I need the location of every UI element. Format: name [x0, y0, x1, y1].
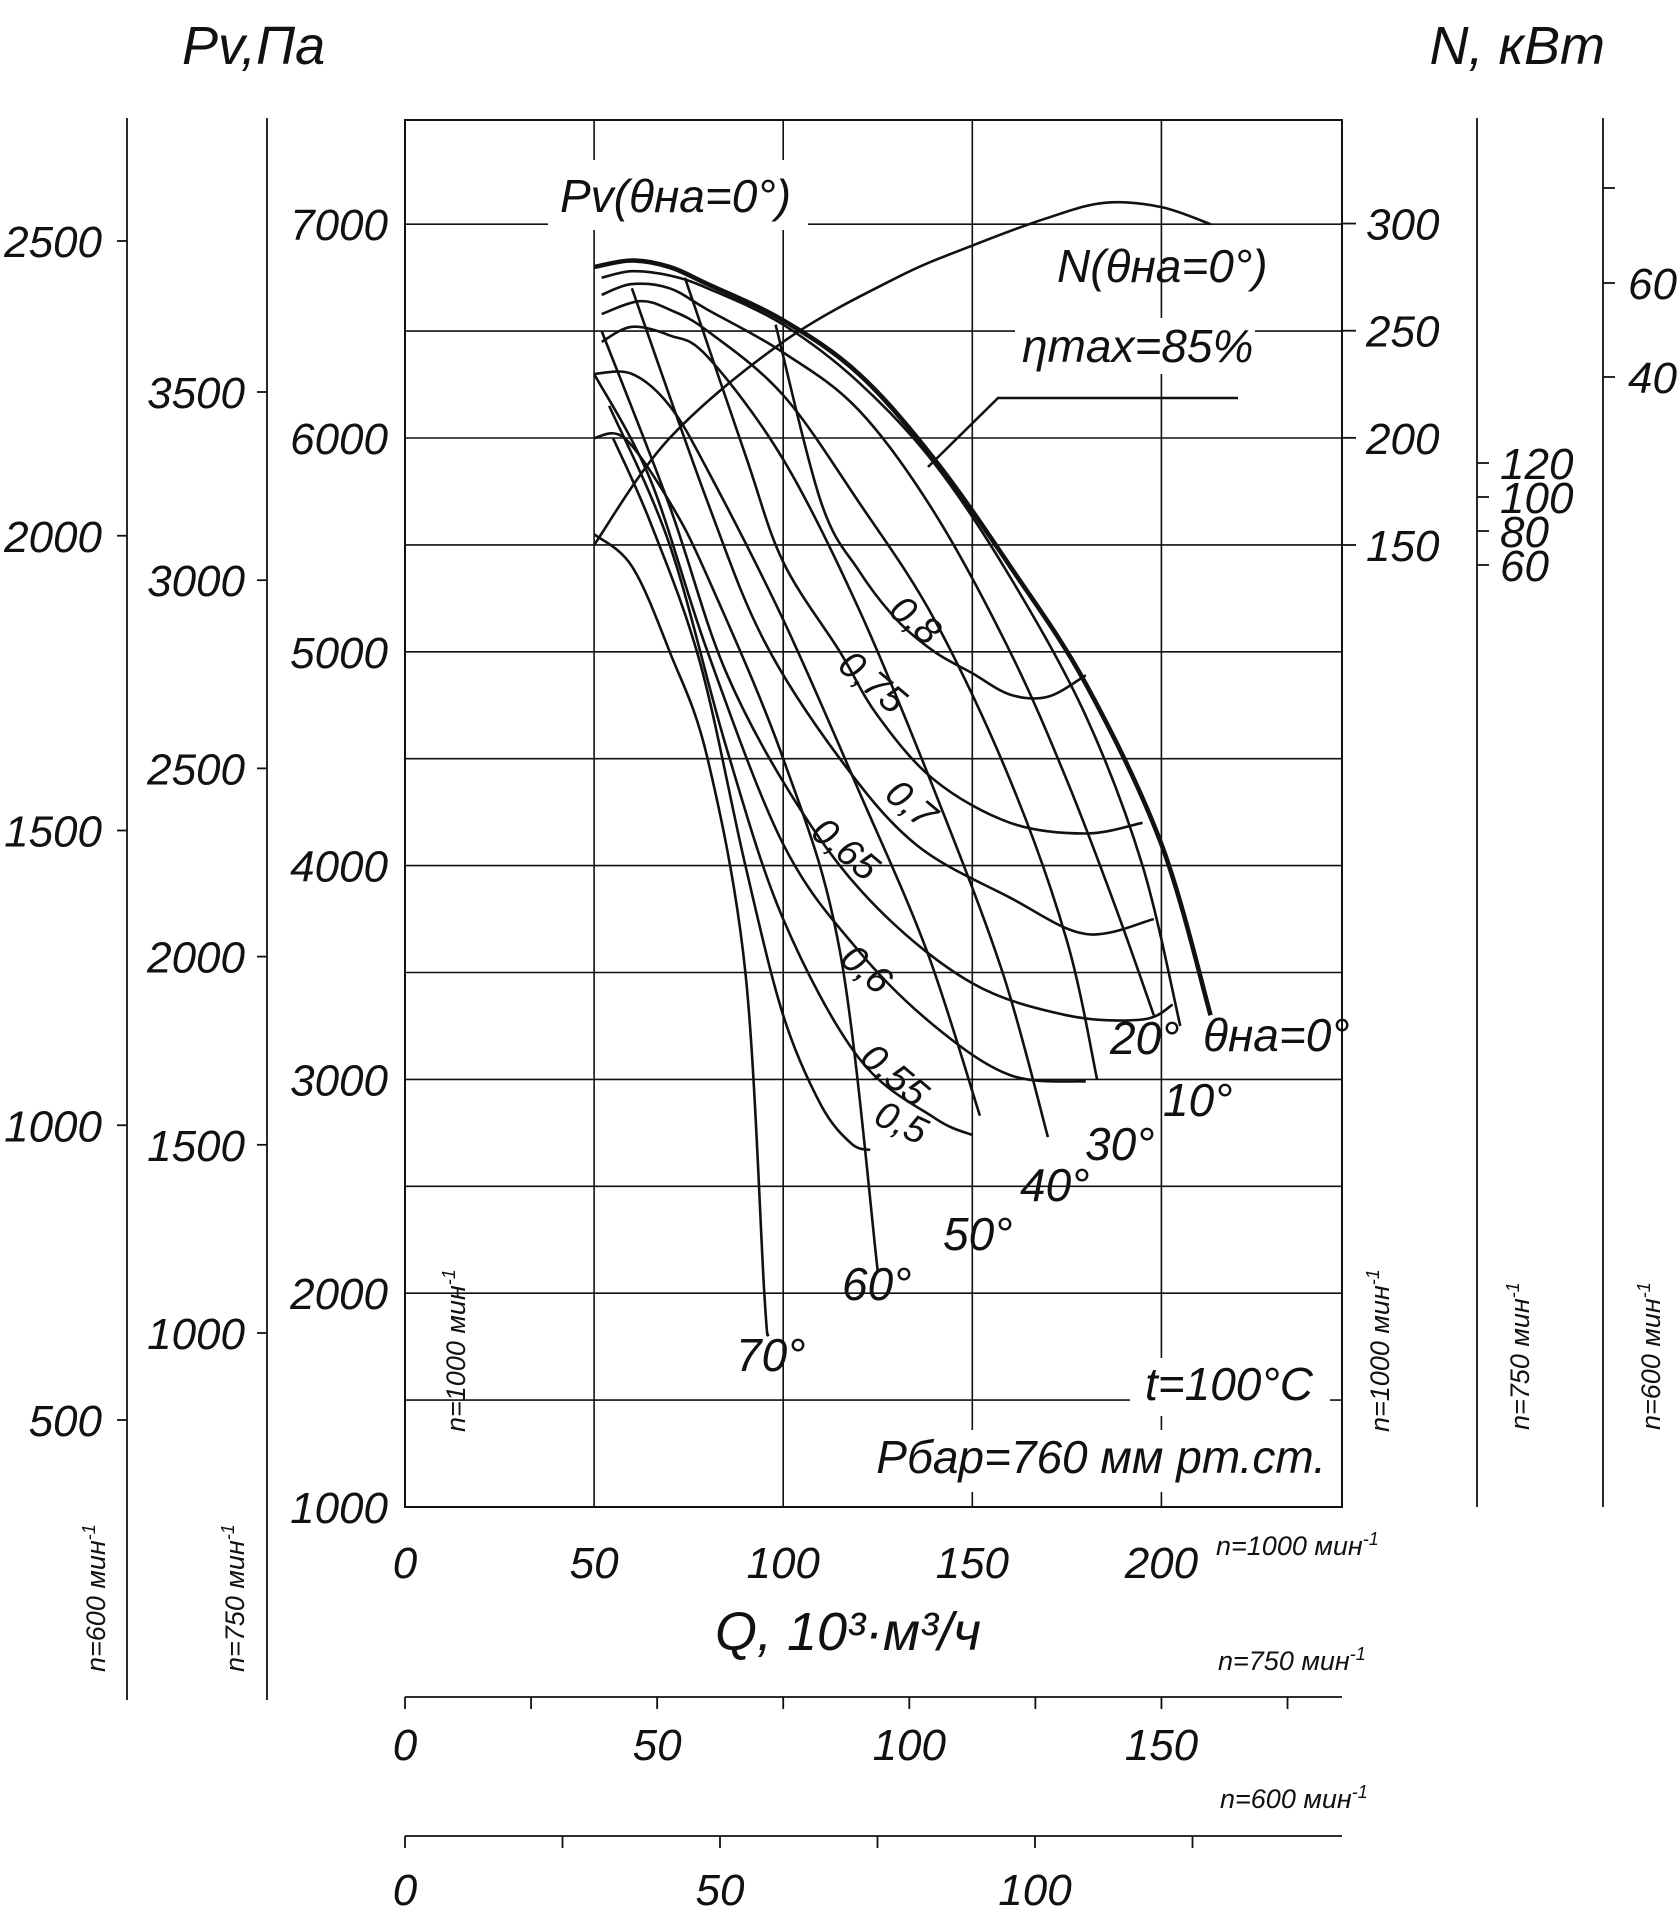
angle-label: 50°: [943, 1208, 1013, 1260]
temp-label-bg: [1130, 1358, 1330, 1416]
angle-label: 20°: [1109, 1012, 1180, 1064]
x-tick-label: 150: [936, 1539, 1010, 1588]
pressure-600-tick-label: 1000: [4, 1102, 102, 1151]
angle-label: 70°: [736, 1329, 806, 1381]
left-axis-title: Pv,Па: [182, 16, 325, 76]
power-1000-rpm-label: n=1000 мин-1: [1363, 1269, 1395, 1432]
efficiency-label: 0,6: [832, 937, 900, 1004]
power-750-tick-label: 60: [1500, 542, 1549, 591]
power-1000-tick-label: 200: [1365, 415, 1440, 464]
angle-label: 30°: [1085, 1118, 1155, 1170]
power-750-tick-label: 100: [1500, 474, 1574, 523]
efficiency-label: 0,5: [868, 1093, 934, 1154]
pressure-750-tick-label: 3500: [147, 369, 245, 418]
efficiency-label: 0,65: [803, 810, 887, 890]
x-tick-label: 100: [746, 1539, 820, 1588]
pressure-curve: [593, 533, 770, 1337]
temp-label: t=100°C: [1145, 1358, 1314, 1410]
x600-tick-label: 100: [998, 1866, 1072, 1915]
efficiency-curve: [592, 373, 1086, 1083]
power-1000-tick-label: 300: [1366, 201, 1440, 250]
pressure-600-tick-label: 500: [29, 1397, 103, 1446]
efficiency-curve: [600, 330, 1174, 1022]
power-600-rpm-label: n=600 мин-1: [1634, 1282, 1666, 1430]
pressure-note-label: Pбар=760 мм рт.ст.: [876, 1431, 1326, 1483]
pressure-750-tick-label: 3000: [147, 557, 245, 606]
efficiency-curve: [630, 287, 1155, 936]
efficiency-label: 0,8: [881, 588, 948, 654]
x600-tick-label: 0: [393, 1866, 418, 1915]
x600-tick-label: 50: [696, 1866, 745, 1915]
power-600-tick-label: 40: [1628, 354, 1677, 403]
pv-label: Pv(θна=0°): [560, 170, 791, 222]
x-tick-label: 0: [393, 1539, 418, 1588]
x750-tick-label: 50: [633, 1721, 682, 1770]
pressure-600-tick-label: 2500: [3, 218, 102, 267]
y-tick-label: 4000: [290, 843, 388, 892]
pressure-curve: [601, 299, 1099, 1080]
y-tick-label: 6000: [290, 415, 388, 464]
angle-label: 40°: [1020, 1159, 1090, 1211]
pressure-curve: [593, 258, 1213, 1016]
pressure-label-bg: [862, 1430, 1332, 1492]
pressure-curve: [601, 325, 1050, 1138]
x-axis-title: Q, 10³·м³/ч: [715, 1602, 981, 1662]
n-label: N(θна=0°): [1057, 240, 1268, 292]
power-curve: [593, 200, 1212, 546]
power-1000-tick-label: 250: [1365, 308, 1440, 357]
x750-tick-label: 150: [1125, 1721, 1199, 1770]
x600-rpm-label: n=600 мин-1: [1220, 1782, 1368, 1814]
power-750-tick-label: 80: [1500, 508, 1549, 557]
efficiency-curve: [608, 405, 973, 1137]
efficiency-curve: [611, 437, 871, 1152]
pressure-600-tick-label: 2000: [3, 513, 102, 562]
pressure-750-rpm-label: n=750 мин-1: [218, 1524, 250, 1672]
efficiency-curve: [683, 277, 1143, 835]
pressure-750-tick-label: 2000: [146, 934, 245, 983]
pressure-600-tick-label: 1500: [4, 808, 102, 857]
power-750-tick-label: 120: [1500, 440, 1574, 489]
x-rpm-label-1000: n=1000 мин-1: [1216, 1529, 1379, 1561]
x750-rpm-label: n=750 мин-1: [1218, 1644, 1366, 1676]
eta-label-bg: [1015, 318, 1255, 374]
pressure-curve: [601, 282, 1156, 1016]
pressure-600-rpm-label: n=600 мин-1: [79, 1524, 111, 1672]
pressure-750-tick-label: 1500: [147, 1122, 245, 1171]
plot-frame: [404, 119, 1343, 1508]
y-tick-label: 5000: [290, 629, 388, 678]
x750-tick-label: 100: [873, 1721, 947, 1770]
angle-label: 60°: [842, 1258, 912, 1310]
y-tick-label: 7000: [290, 201, 388, 250]
y-tick-label: 3000: [290, 1056, 388, 1105]
eta-leader-line: [927, 396, 1238, 468]
angle-label: 10°: [1163, 1074, 1233, 1126]
right-axis-title: N, кВт: [1430, 16, 1606, 76]
x-tick-label: 50: [570, 1539, 619, 1588]
angle-label: θна=0°: [1203, 1009, 1350, 1061]
power-1000-tick-label: 150: [1366, 522, 1440, 571]
x-tick-label: 200: [1124, 1539, 1199, 1588]
power-600-tick-label: 60: [1628, 260, 1677, 309]
y-rpm-label-1000: n=1000 мин-1: [439, 1269, 471, 1432]
eta-label: ηmax=85%: [1022, 320, 1253, 372]
pressure-curve: [601, 269, 1182, 1027]
y-tick-label: 1000: [290, 1484, 388, 1533]
x750-tick-label: 0: [393, 1721, 418, 1770]
power-750-rpm-label: n=750 мин-1: [1503, 1282, 1535, 1430]
pv-label-bg: [548, 160, 808, 230]
efficiency-curve: [774, 324, 1087, 700]
pressure-750-tick-label: 2500: [146, 745, 245, 794]
pressure-750-tick-label: 1000: [147, 1310, 245, 1359]
y-tick-label: 2000: [289, 1270, 388, 1319]
